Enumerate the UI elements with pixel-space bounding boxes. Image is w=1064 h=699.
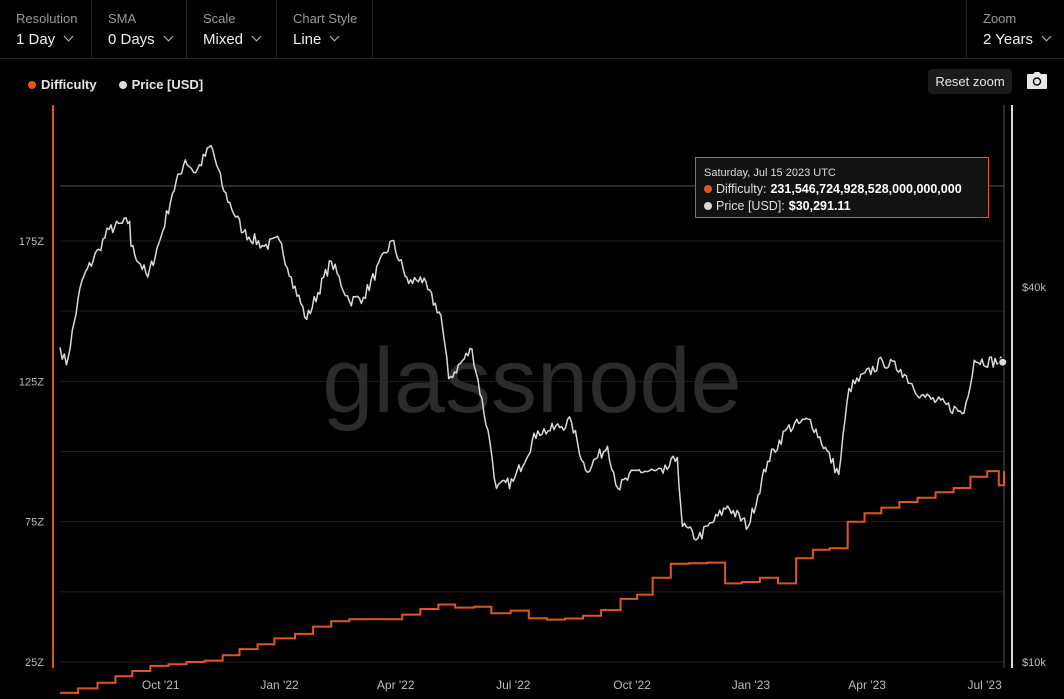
hover-markers — [998, 357, 1008, 367]
grid-lines — [60, 240, 1004, 663]
x-axis-tick-label: Jul '23 — [967, 678, 1002, 692]
x-axis-tick-label: Jul '22 — [496, 678, 531, 692]
tooltip-date: Saturday, Jul 15 2023 UTC — [704, 167, 836, 179]
zoom-value: 2 Years — [983, 31, 1034, 48]
x-axis-tick-label: Oct '22 — [613, 678, 651, 692]
zoom-dropdown[interactable]: Zoom 2 Years — [966, 0, 1064, 58]
price-hover-marker — [998, 357, 1008, 367]
zoom-label: Zoom — [983, 11, 1017, 26]
right-axis-tick-label: $10k — [1022, 657, 1046, 669]
left-axis-tick-label: 75Z — [25, 517, 44, 529]
left-axis-tick-label: 125Z — [19, 376, 44, 388]
legend-item-difficulty[interactable]: Difficulty — [28, 77, 97, 92]
x-axis-tick-label: Apr '23 — [848, 678, 886, 692]
chart-tooltip: Saturday, Jul 15 2023 UTC Difficulty: 23… — [695, 157, 989, 218]
legend-item-price[interactable]: Price [USD] — [118, 77, 204, 92]
tooltip-price-label: Price [USD]: — [716, 199, 785, 213]
x-axis-tick-label: Jan '23 — [732, 678, 771, 692]
axis-ticks: 25Z 75Z 125Z 175Z $10k $40k Oct '21 Jan '22 Apr … — [19, 236, 1046, 692]
sma-value: 0 Days — [108, 31, 155, 48]
resolution-label: Resolution — [16, 11, 78, 26]
price-series-line — [59, 144, 1004, 541]
legend-label-difficulty: Difficulty — [41, 77, 97, 92]
scale-value: Mixed — [203, 31, 244, 48]
resolution-dropdown[interactable]: Resolution 1 Day — [0, 0, 92, 58]
x-axis-tick-label: Jan '22 — [260, 678, 299, 692]
tooltip-row-price: Price [USD]: $30,291.11 — [704, 199, 980, 213]
tooltip-dot-price — [704, 202, 712, 210]
chart-legend: Difficulty Price [USD] — [28, 77, 203, 92]
x-axis-tick-label: Oct '21 — [142, 678, 180, 692]
legend-label-price: Price [USD] — [131, 77, 204, 92]
chart-style-label: Chart Style — [293, 11, 358, 26]
sma-dropdown[interactable]: SMA 0 Days — [92, 0, 187, 58]
scale-label: Scale — [203, 11, 236, 26]
scale-dropdown[interactable]: Scale Mixed — [187, 0, 277, 58]
difficulty-series-line — [60, 470, 1005, 694]
watermark-text: glassnode — [322, 330, 741, 432]
tooltip-dot-difficulty — [704, 185, 712, 193]
tooltip-difficulty-value: 231,546,724,928,528,000,000,000 — [770, 182, 962, 196]
chart-toolbar: Resolution 1 Day SMA 0 Days Scale Mixed … — [0, 0, 1064, 59]
legend-dot-price — [118, 80, 127, 89]
tooltip-price-value: $30,291.11 — [788, 199, 851, 213]
legend-dot-difficulty — [28, 80, 36, 89]
tooltip-row-difficulty: Difficulty: 231,546,724,928,528,000,000,… — [704, 182, 980, 196]
sma-label: SMA — [108, 11, 137, 26]
resolution-value: 1 Day — [16, 31, 56, 48]
right-axis-tick-label: $40k — [1022, 282, 1046, 294]
x-axis-tick-label: Apr '22 — [377, 678, 415, 692]
chart-style-value: Line — [293, 31, 322, 48]
tooltip-difficulty-label: Difficulty: — [716, 182, 767, 196]
left-axis-tick-label: 25Z — [25, 657, 44, 669]
left-axis-tick-label: 175Z — [19, 236, 44, 248]
camera-icon[interactable] — [1026, 71, 1048, 91]
reset-zoom-button[interactable]: Reset zoom — [928, 69, 1012, 94]
chart-style-dropdown[interactable]: Chart Style Line — [277, 0, 373, 58]
